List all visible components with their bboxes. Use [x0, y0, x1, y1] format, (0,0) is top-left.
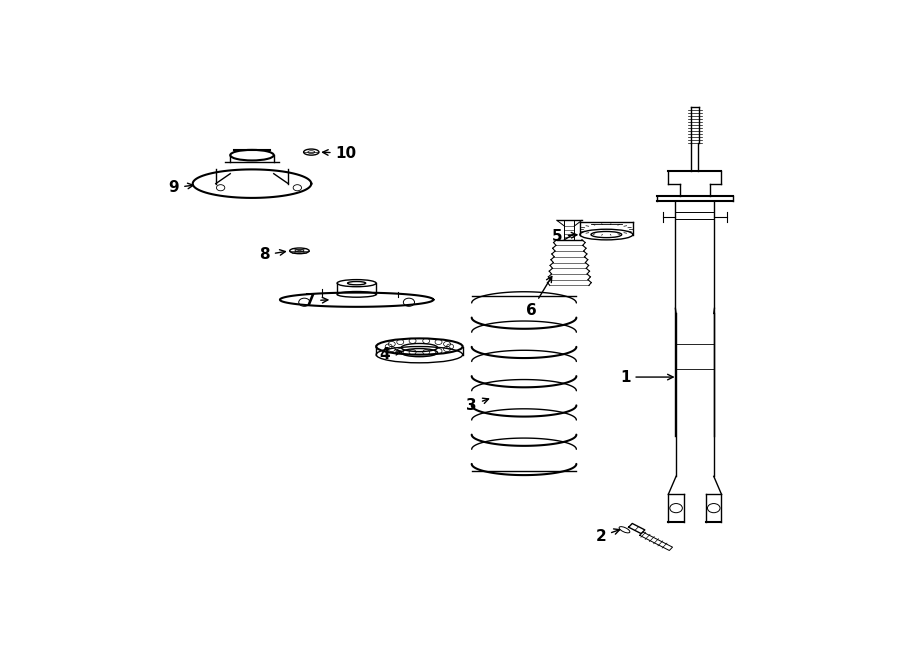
Text: 6: 6 [526, 276, 552, 319]
Text: 4: 4 [379, 346, 401, 362]
Text: 5: 5 [553, 229, 577, 244]
Text: 1: 1 [620, 369, 673, 385]
Text: 10: 10 [322, 145, 356, 161]
Text: 2: 2 [596, 529, 620, 544]
Text: 8: 8 [259, 247, 285, 262]
Text: 7: 7 [304, 293, 328, 308]
Text: 3: 3 [466, 397, 489, 412]
Text: 9: 9 [168, 180, 194, 195]
